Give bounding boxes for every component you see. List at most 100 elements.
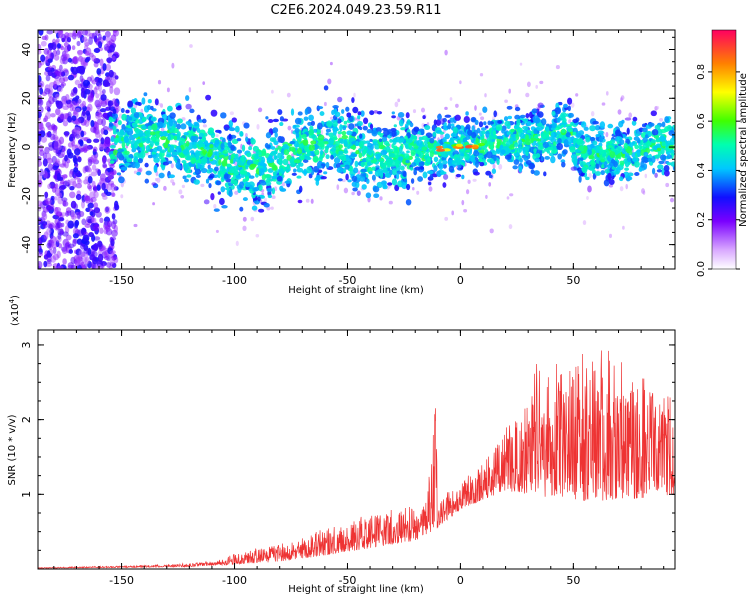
heatmap-point bbox=[573, 158, 578, 166]
heatmap-point bbox=[452, 126, 458, 135]
heatmap-point bbox=[291, 148, 296, 153]
heatmap-point bbox=[48, 204, 55, 211]
heatmap-point bbox=[578, 168, 582, 174]
heatmap-point bbox=[133, 170, 138, 174]
heatmap-point bbox=[299, 155, 305, 160]
heatmap-point bbox=[182, 151, 188, 155]
heatmap-point bbox=[641, 127, 648, 133]
heatmap-point bbox=[664, 169, 670, 177]
heatmap-point bbox=[487, 120, 491, 126]
heatmap-point bbox=[580, 121, 587, 128]
heatmap-point bbox=[265, 179, 271, 183]
heatmap-point bbox=[410, 178, 415, 184]
heatmap-point bbox=[110, 144, 116, 149]
heatmap-point bbox=[506, 131, 511, 135]
heatmap-point bbox=[403, 178, 408, 183]
heatmap-point bbox=[308, 129, 315, 136]
heatmap-point bbox=[641, 123, 647, 128]
heatmap-point bbox=[202, 149, 207, 155]
heatmap-point bbox=[104, 30, 111, 38]
heatmap-point bbox=[63, 179, 69, 186]
heatmap-point bbox=[103, 138, 111, 147]
heatmap-point bbox=[646, 140, 650, 148]
heatmap-point bbox=[315, 174, 321, 182]
heatmap-point bbox=[38, 242, 41, 249]
heatmap-point bbox=[50, 133, 56, 141]
heatmap-point bbox=[67, 111, 72, 119]
heatmap-point bbox=[410, 149, 417, 155]
heatmap-point bbox=[84, 88, 91, 95]
heatmap-point bbox=[535, 138, 542, 142]
heatmap-point bbox=[279, 121, 284, 127]
heatmap-point bbox=[176, 131, 181, 138]
heatmap-point bbox=[498, 163, 503, 170]
heatmap-point bbox=[442, 163, 447, 169]
heatmap-point bbox=[274, 132, 278, 138]
heatmap-point bbox=[360, 110, 365, 117]
heatmap-point bbox=[429, 174, 433, 179]
heatmap-point bbox=[607, 144, 614, 148]
heatmap-point bbox=[442, 182, 447, 188]
heatmap-point bbox=[90, 92, 95, 99]
heatmap-point bbox=[442, 173, 449, 180]
heatmap-point bbox=[273, 154, 278, 161]
heatmap-point bbox=[92, 146, 98, 152]
heatmap-point bbox=[109, 153, 115, 160]
heatmap-point bbox=[141, 97, 146, 105]
heatmap-point bbox=[152, 117, 156, 122]
heatmap-point bbox=[71, 115, 77, 122]
heatmap-point bbox=[356, 190, 361, 196]
heatmap-point bbox=[219, 197, 225, 206]
heatmap-point bbox=[484, 93, 487, 98]
heatmap-point bbox=[302, 139, 309, 146]
heatmap-point bbox=[654, 154, 661, 159]
heatmap-point bbox=[190, 135, 196, 143]
heatmap-point bbox=[163, 132, 169, 137]
heatmap-point bbox=[634, 172, 640, 176]
heatmap-point bbox=[624, 117, 632, 121]
heatmap-point bbox=[465, 111, 469, 116]
heatmap-point bbox=[81, 218, 87, 226]
heatmap-point bbox=[598, 136, 604, 143]
heatmap-point bbox=[102, 112, 108, 118]
heatmap-point bbox=[670, 161, 675, 167]
heatmap-point bbox=[276, 176, 283, 182]
heatmap-point bbox=[46, 227, 52, 235]
heatmap-point bbox=[406, 119, 411, 126]
heatmap-point bbox=[104, 63, 112, 71]
heatmap-point bbox=[314, 149, 320, 156]
heatmap-point bbox=[93, 87, 98, 95]
heatmap-point bbox=[325, 161, 330, 169]
heatmap-point bbox=[508, 88, 512, 94]
heatmap-point bbox=[510, 134, 516, 138]
heatmap-point bbox=[658, 160, 665, 165]
heatmap-point bbox=[509, 137, 514, 145]
heatmap-point bbox=[427, 142, 434, 149]
heatmap-point bbox=[518, 139, 523, 146]
heatmap-point bbox=[100, 94, 107, 101]
heatmap-point bbox=[39, 149, 45, 157]
heatmap-point bbox=[583, 145, 588, 152]
heatmap-point bbox=[110, 136, 115, 143]
heatmap-point bbox=[297, 111, 303, 116]
heatmap-point bbox=[170, 163, 174, 169]
heatmap-point bbox=[337, 96, 343, 103]
heatmap-point bbox=[58, 217, 65, 222]
heatmap-point bbox=[426, 157, 431, 163]
heatmap-point bbox=[101, 118, 106, 127]
heatmap-point bbox=[38, 200, 43, 207]
heatmap-point bbox=[567, 128, 574, 133]
heatmap-point bbox=[205, 94, 212, 101]
heatmap-point bbox=[281, 182, 286, 187]
snr-frame bbox=[37, 329, 676, 570]
heatmap-point bbox=[200, 183, 205, 188]
heatmap-point bbox=[568, 112, 574, 118]
heatmap-point bbox=[647, 157, 653, 162]
heatmap-point bbox=[367, 142, 373, 148]
x-tick-label: -50 bbox=[338, 274, 356, 287]
heatmap-point bbox=[286, 164, 290, 170]
heatmap-point bbox=[406, 137, 413, 144]
heatmap-point bbox=[377, 168, 384, 176]
heatmap-point bbox=[632, 116, 638, 122]
y-tick-label: 40 bbox=[20, 43, 33, 57]
